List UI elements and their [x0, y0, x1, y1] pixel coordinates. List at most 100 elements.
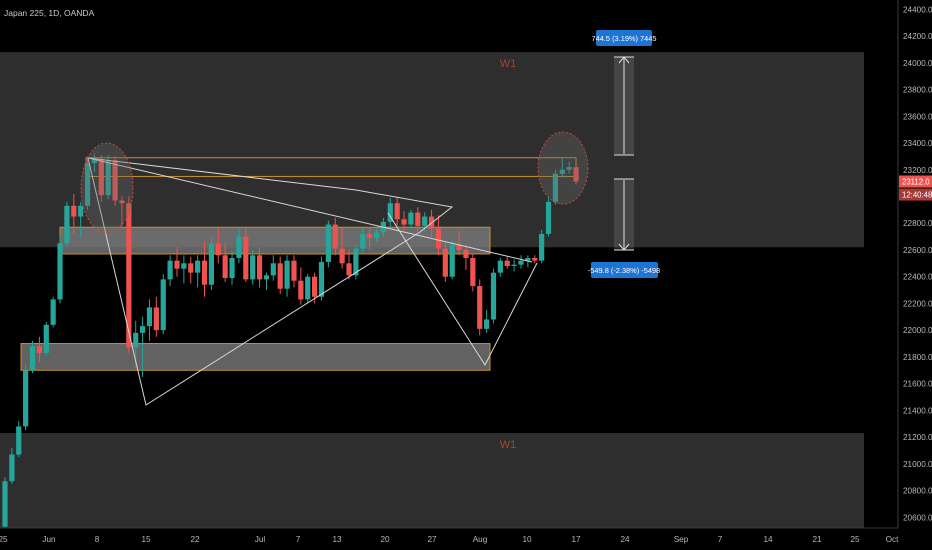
candle-body [284, 260, 290, 289]
candle-body [201, 260, 208, 285]
candle [50, 296, 56, 328]
candle [394, 196, 400, 226]
x-tick-label: 10 [522, 535, 532, 544]
candle [43, 322, 49, 356]
candle [518, 255, 524, 269]
candle [332, 217, 338, 256]
candle-body [291, 260, 297, 281]
candle [256, 247, 263, 288]
x-tick-label: 20 [380, 535, 390, 544]
candle [119, 196, 125, 226]
y-tick-label: 23800.0 [903, 86, 932, 95]
candle [208, 236, 214, 291]
measure-up-label: 744.5 (3.19%) 7445 [592, 34, 657, 43]
x-tick-label: 15 [141, 535, 151, 544]
candle-body [105, 160, 111, 196]
price-band [59, 226, 491, 255]
candle [346, 249, 352, 280]
candle [442, 241, 448, 283]
candle [559, 157, 565, 178]
candle [9, 447, 15, 484]
x-tick-label: 7 [296, 535, 301, 544]
candle-body [490, 272, 497, 320]
candle [284, 255, 290, 297]
time-axis [0, 528, 932, 550]
candle [511, 259, 517, 272]
candle-body [29, 346, 36, 371]
candle-body [511, 264, 517, 267]
price-axis [898, 0, 932, 550]
y-tick-label: 22600.0 [903, 246, 932, 255]
y-tick-label: 23200.0 [903, 166, 932, 175]
candle-body [532, 257, 538, 261]
w1-zone-label: W1 [500, 58, 517, 70]
candle-body [484, 319, 490, 329]
candle [29, 340, 36, 373]
candle-body [126, 203, 132, 348]
candle-body [401, 219, 407, 225]
candle [78, 201, 84, 237]
candle [181, 255, 187, 284]
candle-body [367, 233, 373, 238]
candle [91, 153, 98, 173]
candle [566, 161, 572, 174]
y-tick-label: 23400.0 [903, 139, 932, 148]
y-tick-label: 20800.0 [903, 487, 932, 496]
candle [470, 253, 476, 292]
last-price-label: 23112.0 [902, 178, 930, 187]
candle-body [16, 426, 22, 455]
x-tick-label: 7 [718, 535, 723, 544]
candle-body [435, 228, 442, 249]
candle [545, 196, 552, 237]
candle [367, 228, 373, 250]
candle [539, 229, 545, 264]
candle [16, 421, 22, 458]
candle [360, 228, 366, 253]
candle-body [525, 257, 531, 261]
candle-body [504, 260, 510, 267]
candle-body [497, 260, 503, 273]
candle-body [552, 173, 558, 202]
x-tick-label: 25 [0, 535, 8, 544]
candle-body [312, 276, 318, 297]
candle-body [353, 248, 359, 276]
measure-up-badge [596, 30, 652, 46]
candle [64, 201, 70, 248]
candle-body [78, 205, 84, 217]
candle [174, 247, 180, 277]
candle-body [346, 263, 352, 276]
candle-body [250, 255, 256, 280]
candle-body [9, 454, 15, 482]
measure-down-badge [591, 262, 658, 278]
candle [126, 196, 132, 353]
candle-body [539, 233, 545, 261]
candle [57, 236, 63, 304]
y-tick-label: 22400.0 [903, 273, 932, 282]
measure-layer: 744.5 (3.19%) 7445 -549.8 (-2.38%) -5498 [588, 30, 660, 278]
candle-body [71, 205, 77, 217]
candle [229, 251, 235, 285]
candle [449, 240, 455, 280]
candle-body [298, 280, 304, 300]
y-tick-label: 24000.0 [903, 59, 932, 68]
x-tick-label: 21 [812, 535, 822, 544]
candle [353, 244, 359, 280]
candle-body [318, 261, 325, 297]
candle [71, 193, 77, 234]
y-tick-label: 22000.0 [903, 326, 932, 335]
drawing-layer [80, 131, 589, 406]
candle [140, 316, 146, 377]
candle-body [174, 260, 180, 269]
candle [277, 256, 283, 295]
x-tick-label: Oct [886, 535, 899, 544]
candle-body [112, 160, 118, 201]
candle-body [98, 159, 104, 196]
candle-body [442, 248, 448, 277]
candle-body [518, 260, 524, 265]
candle-body [91, 159, 98, 164]
candle [415, 207, 421, 232]
y-tick-label: 20600.0 [903, 513, 932, 522]
y-tick-label: 22200.0 [903, 299, 932, 308]
